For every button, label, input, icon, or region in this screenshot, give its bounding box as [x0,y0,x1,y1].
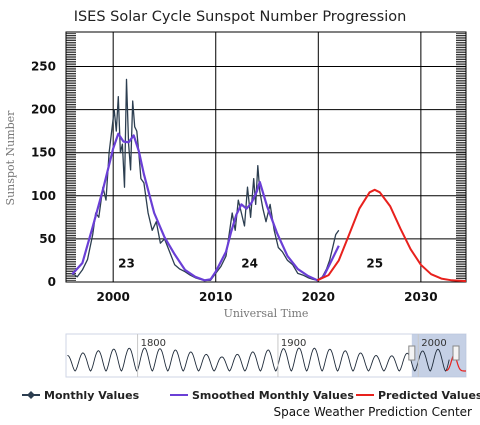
plot-labels: 0 50 100 150 200 250 2000 2010 2020 2030 23 24 25 [31,59,438,304]
credit-text: Space Weather Prediction Center [273,405,472,419]
y-tick-label: 100 [31,189,56,203]
x-tick-label: 2020 [302,290,335,304]
legend-item-smoothed[interactable]: Smoothed Monthly Values [170,389,354,402]
y-tick-label: 0 [48,275,56,289]
plot-frame [65,31,467,283]
cycle-label: 23 [118,256,135,270]
navigator-year-label: 2000 [421,338,446,349]
range-navigator[interactable]: 1800 1900 2000 [65,333,467,378]
legend: Monthly Values Smoothed Monthly Values P… [22,389,480,402]
diamond-marker-icon [27,391,35,399]
x-tick-label: 2010 [199,290,232,304]
navigator-right-handle[interactable] [452,345,460,361]
cycle-label: 25 [366,256,383,270]
predicted-values-line [316,188,467,283]
legend-item-predicted[interactable]: Predicted Values [356,389,480,402]
smoothed-values-line [71,132,340,282]
legend-label-smoothed: Smoothed Monthly Values [192,389,354,402]
plot-series [71,78,467,283]
y-tick-label: 200 [31,103,56,117]
x-axis-label: Universal Time [224,307,309,320]
y-tick-label: 250 [31,59,56,73]
legend-label-predicted: Predicted Values [378,389,480,402]
x-tick-label: 2030 [404,290,437,304]
navigator-left-handle[interactable] [408,345,416,361]
y-tick-label: 50 [39,232,56,246]
legend-item-monthly[interactable]: Monthly Values [22,389,140,402]
x-tick-label: 2000 [96,290,129,304]
legend-label-monthly: Monthly Values [44,389,140,402]
y-tick-label: 150 [31,146,56,160]
chart-title: ISES Solar Cycle Sunspot Number Progress… [74,9,407,25]
navigator-year-label: 1900 [281,338,306,349]
navigator-year-label: 1800 [141,338,166,349]
plot-grid [65,31,467,283]
navigator-history-line [67,347,450,372]
y-axis-label: Sunspot Number [4,110,17,206]
cycle-label: 24 [241,256,258,270]
